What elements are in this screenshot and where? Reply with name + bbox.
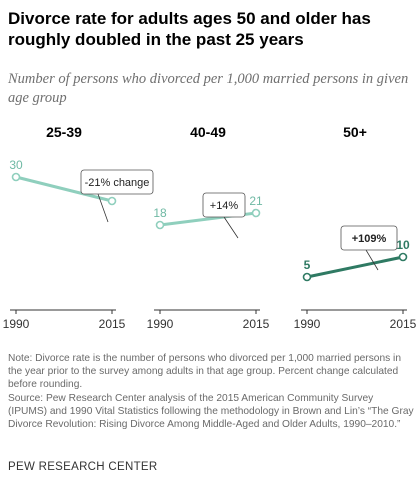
callout-label-0: -21% change xyxy=(85,177,150,189)
panel-title-1: 40-49 xyxy=(190,124,226,140)
series-line-0 xyxy=(14,175,114,203)
notes: Note: Divorce rate is the number of pers… xyxy=(8,352,414,431)
callout-box-2 xyxy=(340,225,398,251)
chart: 25-39199020153024-21% change40-491990201… xyxy=(3,124,417,331)
callout-label-2: +109% xyxy=(352,233,387,245)
note-text: Note: Divorce rate is the number of pers… xyxy=(8,353,401,391)
callout-leader-2 xyxy=(365,249,379,271)
series-line-2 xyxy=(305,255,405,279)
x-tick-label-0-1: 2015 xyxy=(99,317,126,331)
panel-title-0: 25-39 xyxy=(46,124,82,140)
callout-leader-0 xyxy=(97,193,109,223)
callout-box-0 xyxy=(80,169,154,195)
data-point-1-1 xyxy=(251,208,261,218)
data-point-2-0 xyxy=(302,272,312,282)
data-label-1-1: 21 xyxy=(249,194,263,208)
x-tick-label-1-0: 1990 xyxy=(147,317,174,331)
panel-title-2: 50+ xyxy=(343,124,367,140)
data-label-0-0: 30 xyxy=(9,158,23,172)
x-tick-label-2-1: 2015 xyxy=(390,317,417,331)
data-label-2-0: 5 xyxy=(304,258,311,272)
chart-title: Divorce rate for adults ages 50 and olde… xyxy=(8,9,371,49)
callout-label-1: +14% xyxy=(210,200,239,212)
x-tick-label-0-0: 1990 xyxy=(3,317,30,331)
x-tick-label-2-0: 1990 xyxy=(294,317,321,331)
chart-subtitle: Number of persons who divorced per 1,000… xyxy=(8,71,409,106)
data-point-0-1 xyxy=(107,196,117,206)
data-label-2-1: 10 xyxy=(396,238,410,252)
data-label-1-0: 18 xyxy=(153,206,167,220)
data-point-0-0 xyxy=(11,172,21,182)
data-point-1-0 xyxy=(155,220,165,230)
data-point-2-1 xyxy=(398,252,408,262)
callout-box-1 xyxy=(202,192,246,218)
x-tick-label-1-1: 2015 xyxy=(243,317,270,331)
footer-logo-text: PEW RESEARCH CENTER xyxy=(8,461,158,473)
source-text: Source: Pew Research Center analysis of … xyxy=(8,392,414,431)
callout-leader-1 xyxy=(223,216,239,239)
